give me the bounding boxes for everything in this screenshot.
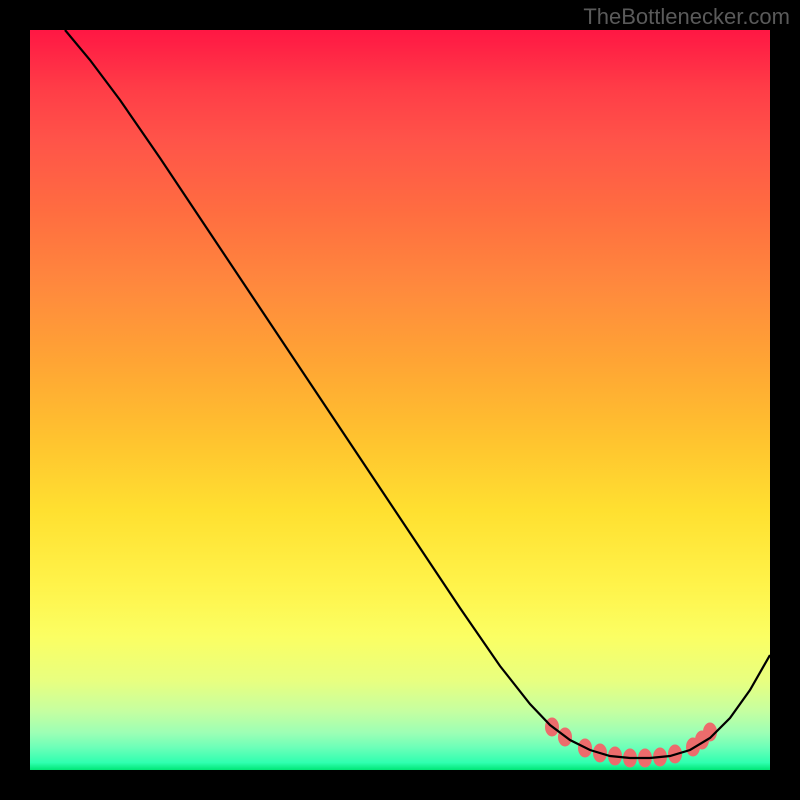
chart-overlay [30,30,770,770]
watermark-text: TheBottlenecker.com [583,4,790,30]
markers-group [546,718,717,767]
chart-plot-area [30,30,770,770]
bottleneck-curve [65,30,770,758]
